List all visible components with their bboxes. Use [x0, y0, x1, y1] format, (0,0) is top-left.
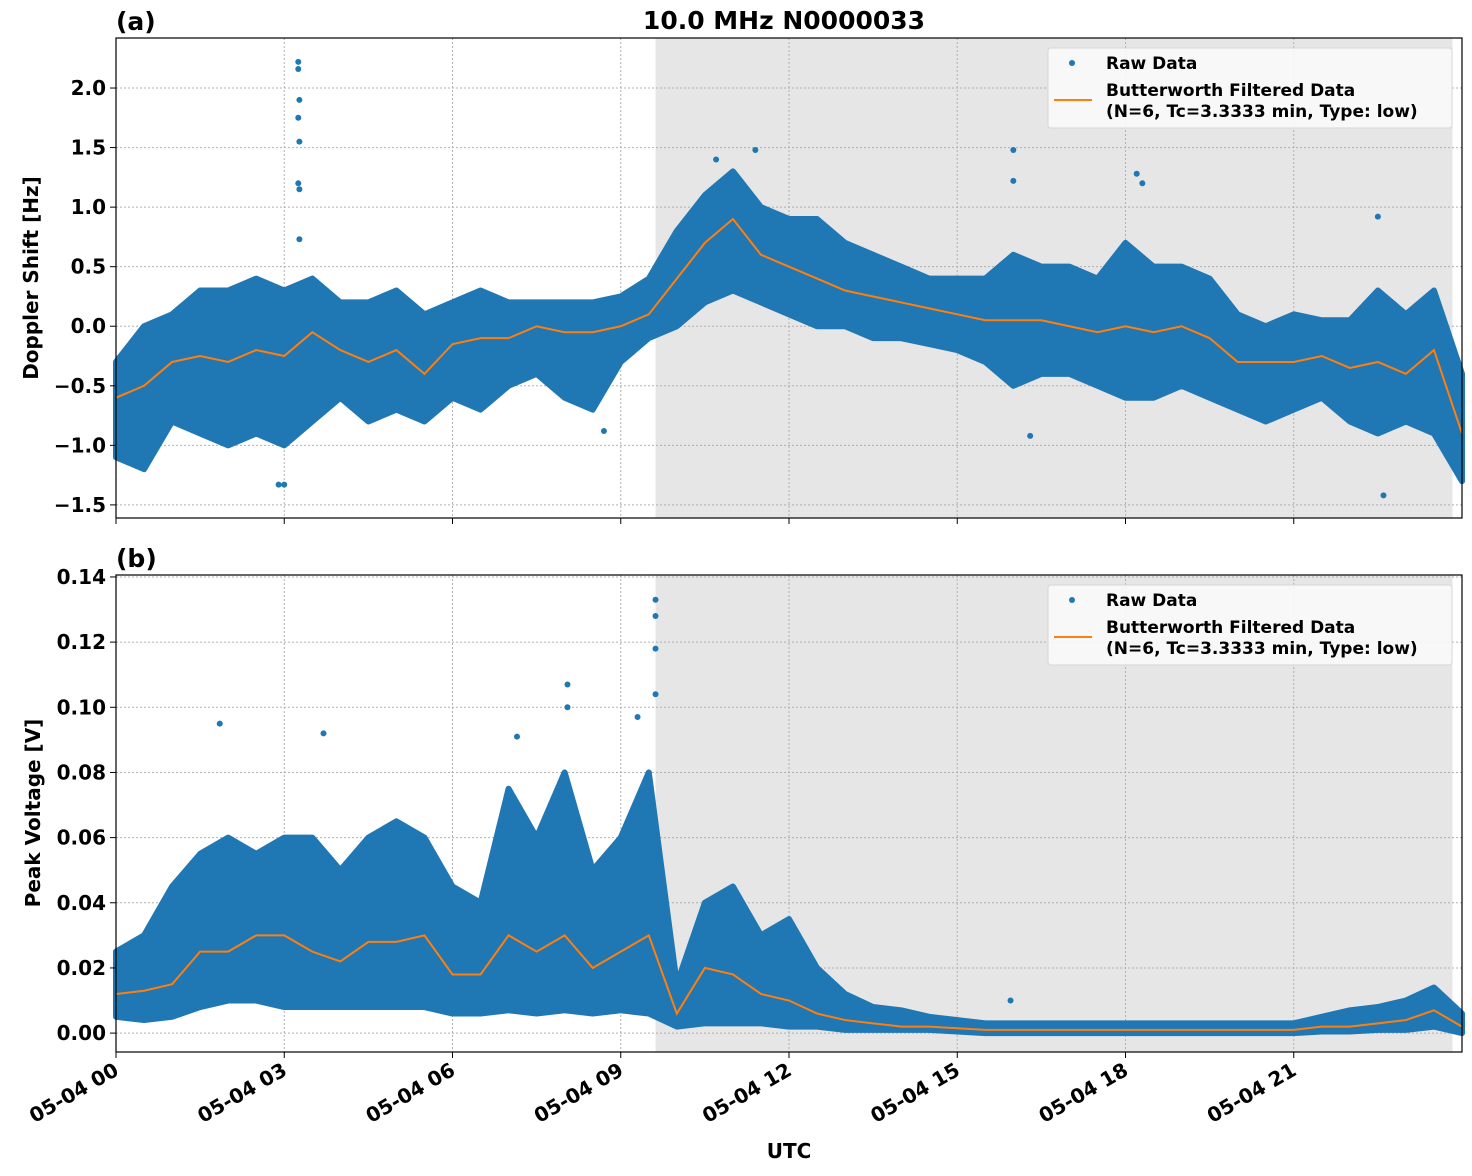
raw-data-point — [275, 481, 282, 488]
raw-data-point — [281, 481, 288, 488]
y-tick-label: −1.5 — [54, 493, 106, 517]
raw-data-point — [564, 681, 571, 688]
y-tick-label: 0.04 — [57, 891, 106, 915]
figure-title: 10.0 MHz N0000033 — [643, 6, 925, 35]
raw-data-point — [295, 58, 302, 65]
x-tick-label: 05-04 09 — [530, 1058, 628, 1128]
y-tick-label: −1.0 — [54, 433, 106, 457]
raw-data-point — [216, 720, 223, 727]
x-tick-label: 05-04 03 — [193, 1058, 291, 1128]
y-tick-label: 1.5 — [71, 136, 106, 160]
raw-data-point — [652, 613, 659, 620]
raw-data-point — [652, 645, 659, 652]
y-tick-label: 0.0 — [71, 314, 106, 338]
x-axis-label: UTC — [767, 1139, 812, 1163]
y-tick-label: 1.0 — [71, 195, 106, 219]
legend-raw-label: Raw Data — [1106, 591, 1197, 611]
x-tick-label: 05-04 00 — [25, 1058, 123, 1128]
x-tick-label: 05-04 18 — [1034, 1058, 1132, 1128]
panel-a: −1.5 −1.0 −0.5 0.0 0.5 1.0 1.5 2.0 Raw Data Butte… — [54, 37, 1465, 524]
raw-data-point — [652, 596, 659, 603]
raw-data-point — [295, 180, 302, 187]
raw-data-point — [1133, 170, 1140, 177]
y-tick-label: 0.14 — [57, 565, 106, 589]
raw-data-point — [296, 186, 303, 193]
raw-data-point — [296, 138, 303, 145]
legend-box — [1047, 47, 1453, 129]
x-tick-label: 05-04 15 — [866, 1058, 964, 1128]
x-tick-label: 05-04 21 — [1203, 1058, 1301, 1128]
raw-data-point — [652, 691, 659, 698]
raw-data-point — [1007, 997, 1014, 1004]
y-tick-label: 0.02 — [57, 956, 106, 980]
raw-data-point — [296, 236, 303, 243]
panel-a-ylabel: Doppler Shift [Hz] — [19, 176, 43, 380]
raw-data-point — [600, 428, 607, 435]
raw-data-point — [513, 733, 520, 740]
y-tick-label: 0.00 — [57, 1021, 106, 1045]
panel-a-label: (a) — [116, 7, 156, 36]
raw-data-point — [295, 65, 302, 72]
y-tick-label: 0.06 — [57, 826, 106, 850]
raw-data-point — [564, 704, 571, 711]
panel-b-label: (b) — [116, 544, 157, 573]
raw-data-point — [296, 96, 303, 103]
raw-data-point — [1010, 146, 1017, 153]
raw-data-point — [320, 730, 327, 737]
panel-b: 0.00 0.02 0.04 0.06 0.08 0.10 0.12 0.14 05-04 00… — [25, 565, 1465, 1128]
x-tick-label: 05-04 12 — [698, 1058, 796, 1128]
legend: Raw Data Butterworth Filtered Data(N=6, T… — [1047, 47, 1453, 129]
legend-raw-label: Raw Data — [1106, 54, 1197, 74]
raw-data-point — [295, 114, 302, 121]
raw-data-point — [1027, 432, 1034, 439]
raw-data-point — [713, 156, 720, 163]
legend: Raw Data Butterworth Filtered Data(N=6, T… — [1047, 584, 1453, 666]
y-tick-label: 0.12 — [57, 630, 106, 654]
legend-filtered-label: Butterworth Filtered Data — [1106, 618, 1355, 638]
raw-data-point — [752, 146, 759, 153]
raw-data-point — [634, 714, 641, 721]
y-tick-label: 0.5 — [71, 255, 106, 279]
legend-filtered-label: Butterworth Filtered Data — [1106, 81, 1355, 101]
filtered-data-line — [115, 217, 1463, 434]
filtered-data-line — [115, 933, 1463, 1031]
y-tick-label: 2.0 — [71, 76, 106, 100]
legend-raw-marker — [1069, 60, 1075, 66]
y-tick-label: 0.08 — [57, 760, 106, 784]
raw-data-point — [1139, 180, 1146, 187]
raw-data-point — [1380, 492, 1387, 499]
panel-b-ylabel: Peak Voltage [V] — [21, 719, 45, 908]
legend-filtered-params: (N=6, Tc=3.3333 min, Type: low) — [1106, 102, 1418, 122]
legend-box — [1047, 584, 1453, 666]
raw-data-point — [1010, 177, 1017, 184]
legend-raw-marker — [1069, 597, 1075, 603]
x-tick-label: 05-04 06 — [361, 1058, 459, 1128]
y-tick-label: −0.5 — [54, 374, 106, 398]
legend-filtered-params: (N=6, Tc=3.3333 min, Type: low) — [1106, 639, 1418, 659]
y-tick-label: 0.10 — [57, 695, 106, 719]
raw-data-point — [1374, 213, 1381, 220]
